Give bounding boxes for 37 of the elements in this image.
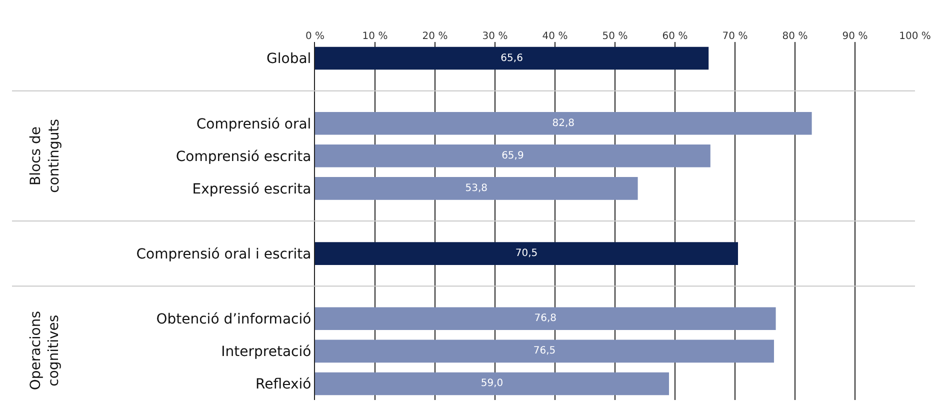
x-tick-label: 90 % [842, 31, 868, 42]
y-tick-label: Comprensió oral i escrita [136, 246, 312, 262]
y-tick-label: Comprensió oral [196, 116, 312, 132]
data-label: 65,9 [502, 150, 524, 162]
bar [315, 144, 710, 168]
data-label: 53,8 [465, 182, 488, 194]
x-tick-label: 100 % [899, 31, 931, 42]
y-tick-label: Reflexió [256, 376, 312, 393]
text: Blocs de continguts [28, 118, 62, 193]
y-tick-label: Obtenció d’informació [156, 312, 312, 328]
y-tick-label: Comprensió escrita [176, 148, 312, 165]
y-tick-label: Global [266, 51, 312, 68]
data-label: 82,8 [552, 118, 575, 129]
y-tick-label: Expressió escrita [192, 181, 312, 198]
x-tick-label: 70 % [722, 31, 748, 42]
x-tick-label: 0 % [305, 31, 325, 42]
bar [315, 372, 669, 396]
x-tick-label: 20 % [422, 31, 448, 42]
x-tick-label: 40 % [542, 31, 568, 42]
x-tick-label: 60 % [662, 31, 688, 42]
y-tick-label: Interpretació [221, 344, 312, 360]
x-tick-label: 10 % [362, 31, 388, 42]
x-tick-label: 50 % [602, 31, 628, 42]
data-label: 65,6 [500, 52, 523, 64]
text: Operacions cognitives [28, 310, 62, 390]
data-label: 76,8 [534, 313, 557, 324]
x-tick-label: 80 % [782, 31, 808, 42]
x-tick-label: 30 % [482, 31, 508, 42]
data-label: 70,5 [515, 248, 538, 260]
bar [315, 177, 638, 200]
bar [315, 340, 774, 363]
data-label: 59,0 [480, 378, 504, 390]
data-label: 76,5 [533, 346, 556, 357]
bar [315, 112, 812, 135]
bar [315, 242, 738, 265]
bar [315, 307, 776, 330]
bar [315, 46, 709, 70]
